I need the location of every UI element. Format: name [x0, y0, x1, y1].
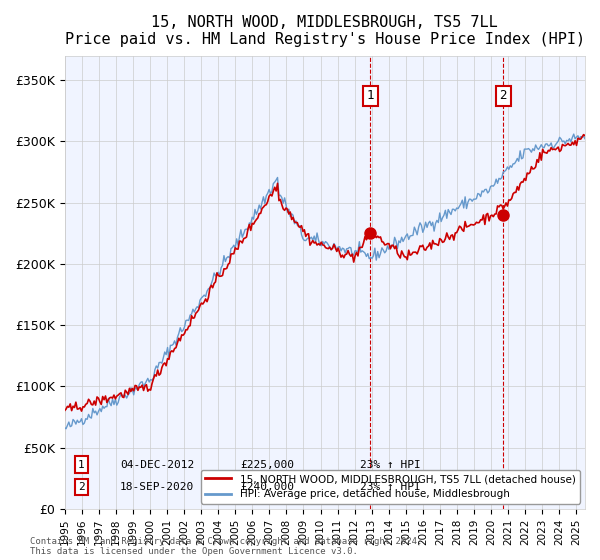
Text: 2: 2	[500, 90, 507, 102]
Text: 2: 2	[78, 482, 85, 492]
Text: 04-DEC-2012: 04-DEC-2012	[120, 460, 194, 470]
Text: 23% ↑ HPI: 23% ↑ HPI	[360, 482, 421, 492]
Text: £240,000: £240,000	[240, 482, 294, 492]
Title: 15, NORTH WOOD, MIDDLESBROUGH, TS5 7LL
Price paid vs. HM Land Registry's House P: 15, NORTH WOOD, MIDDLESBROUGH, TS5 7LL P…	[65, 15, 585, 48]
Text: 1: 1	[78, 460, 85, 470]
Text: £225,000: £225,000	[240, 460, 294, 470]
Text: 23% ↑ HPI: 23% ↑ HPI	[360, 460, 421, 470]
Legend: 15, NORTH WOOD, MIDDLESBROUGH, TS5 7LL (detached house), HPI: Average price, det: 15, NORTH WOOD, MIDDLESBROUGH, TS5 7LL (…	[201, 470, 580, 503]
Text: 18-SEP-2020: 18-SEP-2020	[120, 482, 194, 492]
Text: Contains HM Land Registry data © Crown copyright and database right 2024.
This d: Contains HM Land Registry data © Crown c…	[30, 537, 422, 557]
Text: 1: 1	[367, 90, 374, 102]
